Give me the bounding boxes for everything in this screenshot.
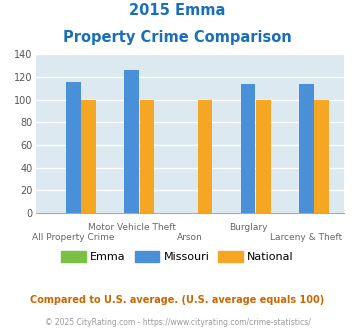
Text: Motor Vehicle Theft: Motor Vehicle Theft xyxy=(88,223,176,232)
Text: © 2025 CityRating.com - https://www.cityrating.com/crime-statistics/: © 2025 CityRating.com - https://www.city… xyxy=(45,318,310,327)
Text: Burglary: Burglary xyxy=(229,223,267,232)
Text: 2015 Emma: 2015 Emma xyxy=(129,3,226,18)
Text: All Property Crime: All Property Crime xyxy=(32,233,115,242)
Bar xyxy=(81,100,96,213)
Bar xyxy=(198,100,212,213)
Bar xyxy=(314,100,329,213)
Bar xyxy=(241,84,256,213)
Text: Property Crime Comparison: Property Crime Comparison xyxy=(63,30,292,45)
Bar xyxy=(256,100,271,213)
Bar xyxy=(124,70,139,213)
Bar xyxy=(299,84,314,213)
Text: Compared to U.S. average. (U.S. average equals 100): Compared to U.S. average. (U.S. average … xyxy=(31,295,324,305)
Bar xyxy=(66,82,81,213)
Bar xyxy=(140,100,154,213)
Text: Larceny & Theft: Larceny & Theft xyxy=(271,233,343,242)
Text: Arson: Arson xyxy=(177,233,203,242)
Legend: Emma, Missouri, National: Emma, Missouri, National xyxy=(57,247,298,267)
